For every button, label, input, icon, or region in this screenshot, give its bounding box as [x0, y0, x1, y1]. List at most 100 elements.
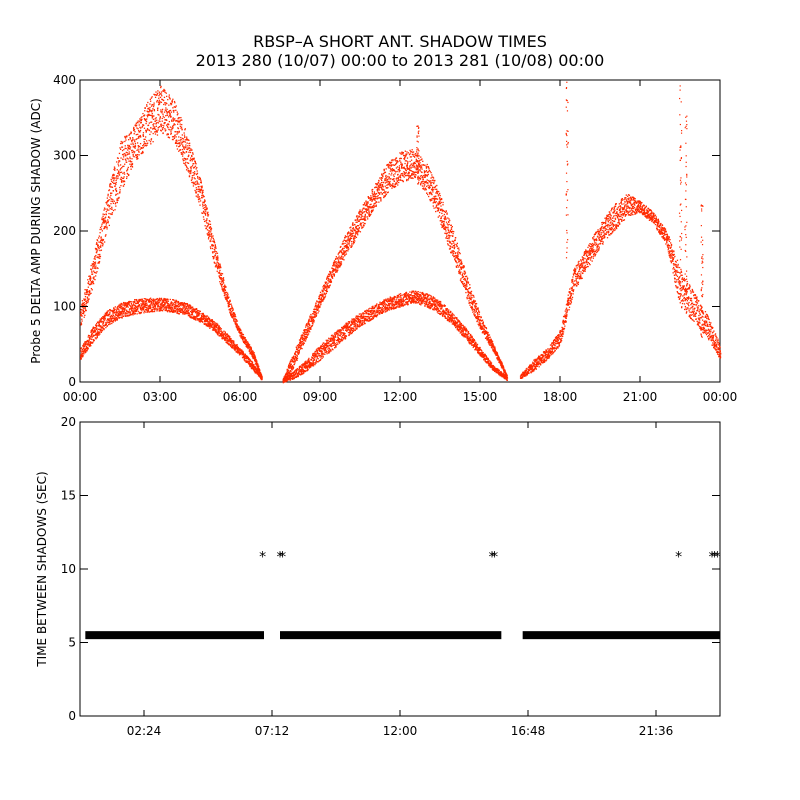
- data-point: [319, 306, 321, 308]
- data-point: [214, 246, 216, 249]
- data-point: [209, 327, 211, 329]
- data-point: [206, 323, 208, 325]
- data-point: [119, 148, 122, 150]
- data-point: [392, 164, 394, 166]
- data-point: [218, 271, 221, 273]
- data-point: [395, 167, 398, 169]
- data-point: [114, 306, 116, 308]
- data-point: [172, 304, 174, 306]
- data-point: [382, 175, 384, 178]
- data-point: [90, 342, 92, 344]
- data-point: [145, 130, 148, 132]
- data-point: [136, 127, 138, 129]
- data-point: [149, 307, 152, 310]
- data-point: [137, 300, 139, 302]
- data-point: [197, 315, 199, 317]
- data-point: [205, 227, 207, 230]
- data-point: [127, 146, 129, 148]
- data-point: [314, 304, 317, 307]
- data-point: [317, 301, 319, 303]
- data-point: [98, 323, 100, 325]
- data-point: [130, 143, 132, 145]
- data-point: [307, 333, 310, 335]
- data-point: [175, 142, 177, 144]
- data-point: [150, 302, 152, 305]
- data-point: [82, 350, 84, 353]
- data-point: [381, 179, 383, 182]
- data-point: [149, 110, 151, 112]
- data-point: [118, 196, 120, 199]
- data-point: [339, 251, 341, 253]
- data-point: [159, 303, 161, 305]
- data-point: [293, 357, 295, 359]
- data-point: [112, 316, 114, 318]
- data-point: [128, 173, 130, 176]
- data-point: [371, 200, 373, 202]
- data-point: [207, 215, 209, 217]
- data-point: [372, 209, 374, 211]
- data-point: [120, 157, 122, 159]
- data-point: [162, 299, 164, 301]
- data-point: [314, 312, 317, 314]
- data-point: [163, 308, 165, 310]
- data-point: [208, 236, 210, 239]
- data-point: [217, 257, 219, 259]
- data-point: [83, 298, 85, 300]
- data-point: [132, 312, 134, 315]
- data-point: [208, 320, 211, 322]
- data-point: [324, 295, 327, 297]
- data-point: [294, 352, 296, 354]
- data-point: [231, 345, 234, 347]
- data-point: [100, 236, 102, 238]
- data-point: [105, 323, 107, 326]
- data-point: [372, 210, 374, 212]
- data-point: [211, 240, 213, 242]
- data-point: [138, 300, 140, 303]
- data-point: [150, 105, 153, 107]
- data-point: [179, 123, 181, 125]
- data-point: [152, 118, 155, 120]
- data-point: [237, 352, 239, 354]
- data-point: [121, 179, 123, 182]
- data-point: [217, 325, 220, 327]
- data-point: [137, 148, 139, 150]
- data-point: [243, 356, 245, 358]
- data-point: [354, 223, 356, 226]
- data-point: [79, 354, 82, 356]
- data-point: [142, 132, 145, 134]
- data-point: [94, 331, 97, 333]
- data-point: [358, 226, 361, 229]
- data-point: [103, 325, 105, 327]
- data-point: [378, 186, 380, 188]
- data-point: [404, 154, 406, 157]
- data-point: [389, 167, 391, 169]
- data-point: [214, 327, 216, 329]
- data-point: [346, 242, 348, 244]
- data-point: [162, 113, 164, 115]
- data-point: [327, 279, 329, 282]
- data-point: [81, 320, 83, 322]
- data-point: [188, 305, 190, 307]
- data-point: [101, 218, 104, 221]
- data-point: [324, 293, 326, 295]
- data-point: [253, 357, 256, 359]
- data-point: [82, 302, 85, 305]
- data-point: [94, 263, 97, 265]
- data-point: [115, 319, 117, 321]
- data-point: [194, 309, 196, 311]
- data-point: [182, 151, 185, 154]
- data-point: [199, 319, 201, 321]
- data-point: [128, 303, 130, 306]
- data-point: [156, 94, 158, 96]
- data-point: [347, 236, 349, 238]
- data-point: [190, 149, 192, 151]
- data-point: [179, 302, 182, 305]
- data-point: [228, 343, 230, 346]
- data-point: [90, 277, 92, 279]
- data-point: [234, 346, 236, 348]
- data-point: [108, 318, 111, 320]
- data-point: [173, 305, 175, 307]
- data-point: [343, 259, 345, 261]
- data-point: [177, 308, 179, 311]
- data-point: [193, 177, 195, 179]
